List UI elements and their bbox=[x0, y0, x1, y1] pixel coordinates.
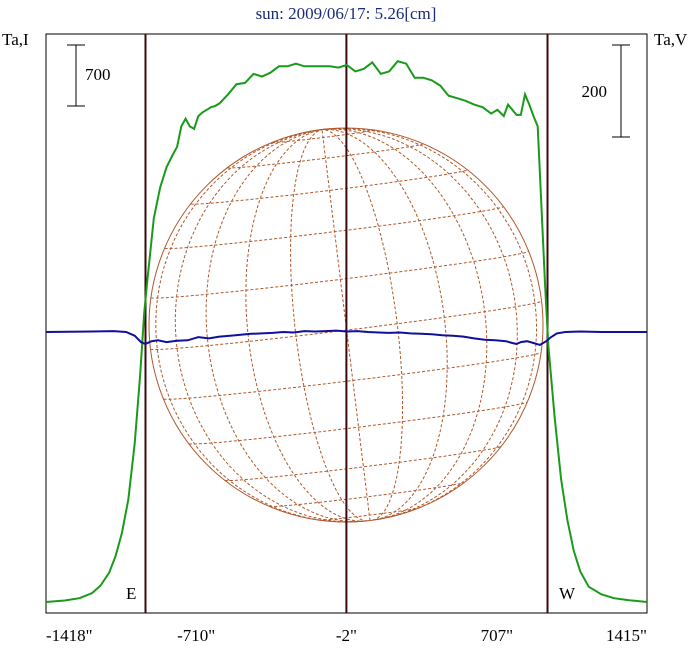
series-line-ta-i bbox=[45, 60, 648, 603]
east-label: E bbox=[126, 584, 136, 603]
left-scale-bar bbox=[67, 44, 85, 107]
x-tick-label: 1415" bbox=[606, 626, 647, 645]
x-tick-label: -1418" bbox=[46, 626, 93, 645]
meridian-line bbox=[321, 128, 448, 521]
meridian-line bbox=[174, 129, 362, 523]
chart-title: sun: 2009/06/17: 5.26[cm] bbox=[256, 4, 437, 23]
left-axis-label: Ta,I bbox=[2, 30, 29, 49]
x-tick-label: 707" bbox=[481, 626, 513, 645]
x-tick-labels: -1418" -710" -2" 707" 1415" bbox=[46, 626, 647, 645]
parallel-line bbox=[190, 169, 468, 205]
parallel-line bbox=[164, 206, 504, 249]
meridian-line bbox=[290, 129, 368, 522]
series-line-ta-v bbox=[45, 329, 647, 346]
meridian-line bbox=[245, 129, 365, 522]
parallel-line bbox=[150, 250, 530, 299]
parallel-line bbox=[318, 507, 420, 521]
left-scale-bar-label: 700 bbox=[85, 65, 111, 84]
series-layer bbox=[45, 60, 648, 603]
meridian-line bbox=[321, 128, 488, 520]
reference-lines bbox=[144, 34, 549, 613]
parallel-line bbox=[188, 401, 528, 445]
parallel-line bbox=[271, 129, 374, 143]
meridian-line bbox=[321, 127, 537, 518]
right-axis-label: Ta,V bbox=[654, 30, 688, 49]
meridian-line bbox=[321, 129, 403, 521]
right-scale-bar bbox=[612, 44, 630, 138]
parallel-line bbox=[269, 481, 465, 508]
right-scale-bar-label: 200 bbox=[582, 82, 608, 101]
parallel-line bbox=[224, 446, 502, 482]
x-tick-label: -2" bbox=[336, 626, 357, 645]
meridian-line bbox=[205, 129, 363, 523]
meridian-line bbox=[155, 129, 351, 523]
west-label: W bbox=[559, 584, 576, 603]
parallel-line bbox=[163, 352, 542, 400]
x-tick-label: -710" bbox=[177, 626, 215, 645]
